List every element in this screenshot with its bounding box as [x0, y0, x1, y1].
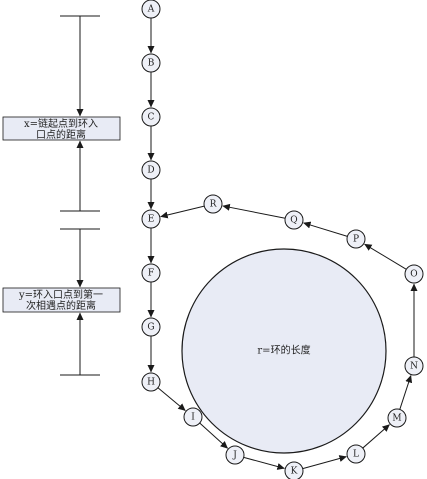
- node-circle: [284, 210, 304, 230]
- node-c: C: [141, 107, 161, 127]
- x-label-line1: x=链起点到环入: [24, 117, 98, 130]
- node-circle: [404, 264, 424, 284]
- node-k: K: [284, 461, 304, 479]
- node-circle: [141, 372, 161, 392]
- node-label: J: [232, 451, 237, 461]
- node-p: P: [346, 229, 366, 249]
- node-label: G: [147, 323, 154, 333]
- node-a: A: [141, 0, 161, 19]
- node-label: N: [410, 362, 418, 372]
- nodes: A B C D E F G H I J K L M N O P Q R: [141, 0, 424, 479]
- node-d: D: [141, 160, 161, 180]
- node-label: Q: [290, 216, 297, 226]
- ring-length-label: r=环的长度: [257, 344, 310, 357]
- node-l: L: [346, 444, 366, 464]
- x-label-box: [2, 116, 121, 141]
- ring-circle: r=环的长度: [181, 248, 387, 454]
- node-m: M: [387, 408, 407, 428]
- node-label: B: [148, 59, 155, 69]
- edge-p-q: [303, 221, 348, 237]
- node-e: E: [141, 209, 161, 229]
- node-g: G: [141, 317, 161, 337]
- y-label-line2: 次相遇点的距离: [26, 299, 96, 312]
- node-label: E: [148, 215, 155, 225]
- node-label: C: [148, 113, 155, 123]
- node-circle: [141, 0, 161, 19]
- edge-r-e: [160, 205, 205, 219]
- node-circle: [183, 407, 203, 427]
- node-label: A: [147, 5, 155, 15]
- node-circle: [141, 317, 161, 337]
- node-label: M: [392, 414, 401, 424]
- edge-m-n: [399, 375, 413, 410]
- x-label-line2: 口点的距离: [36, 128, 86, 141]
- node-circle: [141, 263, 161, 283]
- edge-q-r: [222, 203, 286, 219]
- node-b: B: [141, 53, 161, 73]
- edge-j-k: [243, 456, 285, 470]
- y-dimension: y=环入口点到第一 次相遇点的距离: [2, 228, 121, 376]
- node-circle: [141, 160, 161, 180]
- node-circle: [203, 194, 223, 214]
- edge-i-j: [199, 422, 228, 449]
- node-label: D: [147, 166, 154, 176]
- node-circle: [387, 408, 407, 428]
- node-label: F: [148, 269, 154, 279]
- node-label: L: [353, 450, 359, 460]
- node-circle: [141, 107, 161, 127]
- node-circle: [225, 445, 245, 465]
- node-q: Q: [284, 210, 304, 230]
- node-j: J: [225, 445, 245, 465]
- node-label: O: [410, 270, 417, 280]
- node-n: N: [404, 356, 424, 376]
- node-circle: [346, 444, 366, 464]
- node-i: I: [183, 407, 203, 427]
- node-label: K: [291, 467, 298, 477]
- edges: [147, 18, 418, 470]
- node-r: R: [203, 194, 223, 214]
- edge-o-p: [364, 243, 407, 270]
- edge-l-m: [362, 424, 390, 449]
- y-label-box: [2, 287, 121, 313]
- node-label: P: [353, 235, 359, 245]
- node-circle: [404, 356, 424, 376]
- x-dimension: x=链起点到环入 口点的距离: [2, 15, 121, 212]
- node-label: I: [191, 413, 195, 423]
- node-h: H: [141, 372, 161, 392]
- node-f: F: [141, 263, 161, 283]
- node-label: H: [147, 378, 155, 388]
- node-circle: [284, 461, 304, 479]
- node-label: R: [210, 200, 217, 210]
- node-circle: [141, 209, 161, 229]
- node-o: O: [404, 264, 424, 284]
- node-circle: [141, 53, 161, 73]
- edge-k-l: [302, 455, 347, 470]
- edge-h-i: [157, 387, 186, 411]
- node-circle: [346, 229, 366, 249]
- y-label-line1: y=环入口点到第一: [18, 288, 103, 301]
